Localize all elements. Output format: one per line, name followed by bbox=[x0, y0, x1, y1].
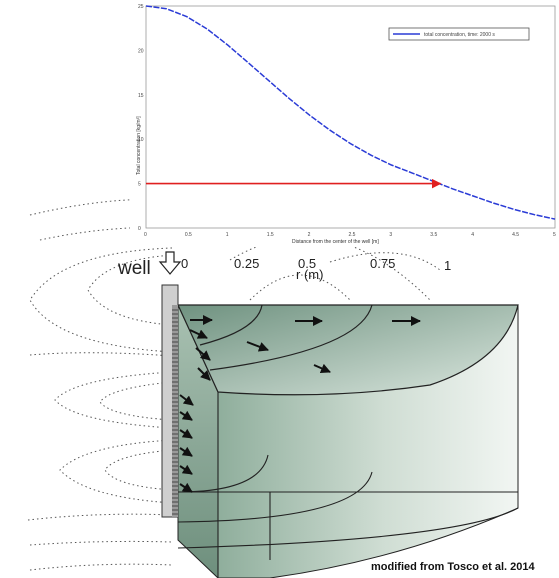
flow-diagram bbox=[27, 198, 519, 578]
chart-x-tick-label: 3 bbox=[389, 232, 392, 238]
flow-arrows bbox=[179, 315, 421, 493]
chart-ticks: 0 0.5 1 1.5 2 2.5 3 3.5 4 4.5 5 0 5 10 15 20 25 bbox=[138, 4, 556, 238]
radius-scale: well 0 0.25 0.5 0.75 1 r (m) bbox=[117, 256, 451, 282]
chart-x-tick-label: 1 bbox=[226, 232, 229, 238]
chart-y-tick-label: 20 bbox=[138, 48, 144, 54]
chart-x-tick-label: 1.5 bbox=[267, 232, 274, 238]
chart-x-tick-label: 3.5 bbox=[430, 232, 437, 238]
well-down-arrow-icon bbox=[158, 251, 182, 275]
chart-x-tick-label: 2.5 bbox=[349, 232, 356, 238]
r-axis-label: r (m) bbox=[296, 267, 323, 282]
chart-series-group bbox=[145, 5, 556, 220]
chart-x-tick-label: 0 bbox=[144, 232, 147, 238]
well-pipe bbox=[161, 284, 179, 518]
chart-legend: total concentration, time: 2000 s bbox=[388, 27, 530, 41]
chart-x-tick-label: 0.5 bbox=[185, 232, 192, 238]
r-tick-label: 0.25 bbox=[234, 256, 259, 271]
r-tick-label: 0.75 bbox=[370, 256, 395, 271]
credit-text: modified from Tosco et al. 2014 bbox=[371, 561, 535, 573]
chart-x-tick-label: 5 bbox=[553, 232, 556, 238]
chart-y-tick-label: 15 bbox=[138, 93, 144, 99]
chart-x-tick-label: 4.5 bbox=[512, 232, 519, 238]
chart-y-tick-label: 10 bbox=[138, 137, 144, 143]
r-tick-label: 0 bbox=[181, 256, 188, 271]
legend-label: total concentration, time: 2000 s bbox=[424, 32, 495, 38]
chart-y-tick-label: 0 bbox=[138, 226, 141, 232]
r-tick-label: 0.5 bbox=[298, 256, 316, 271]
chart-ylabel: Total concentration [kg/m³] bbox=[136, 116, 142, 175]
chart-x-tick-label: 2 bbox=[308, 232, 311, 238]
cylinder-top-face bbox=[177, 304, 519, 396]
front-lines bbox=[177, 392, 519, 578]
concentration-chart: 0 0.5 1 1.5 2 2.5 3 3.5 4 4.5 5 0 5 10 15 20 25 Distance… bbox=[130, 0, 559, 247]
chart-series-line bbox=[145, 5, 556, 220]
well-label: well bbox=[117, 258, 151, 279]
chart-xlabel: Distance from the center of the well [m] bbox=[292, 239, 379, 245]
r-tick-label: 1 bbox=[444, 258, 451, 273]
top-arcs bbox=[199, 304, 373, 371]
chart-x-tick-label: 4 bbox=[471, 232, 474, 238]
chart-y-tick-label: 25 bbox=[138, 4, 144, 10]
legend-box bbox=[388, 27, 530, 41]
chart-plot-area bbox=[145, 5, 556, 229]
chart-y-tick-label: 5 bbox=[138, 182, 141, 188]
